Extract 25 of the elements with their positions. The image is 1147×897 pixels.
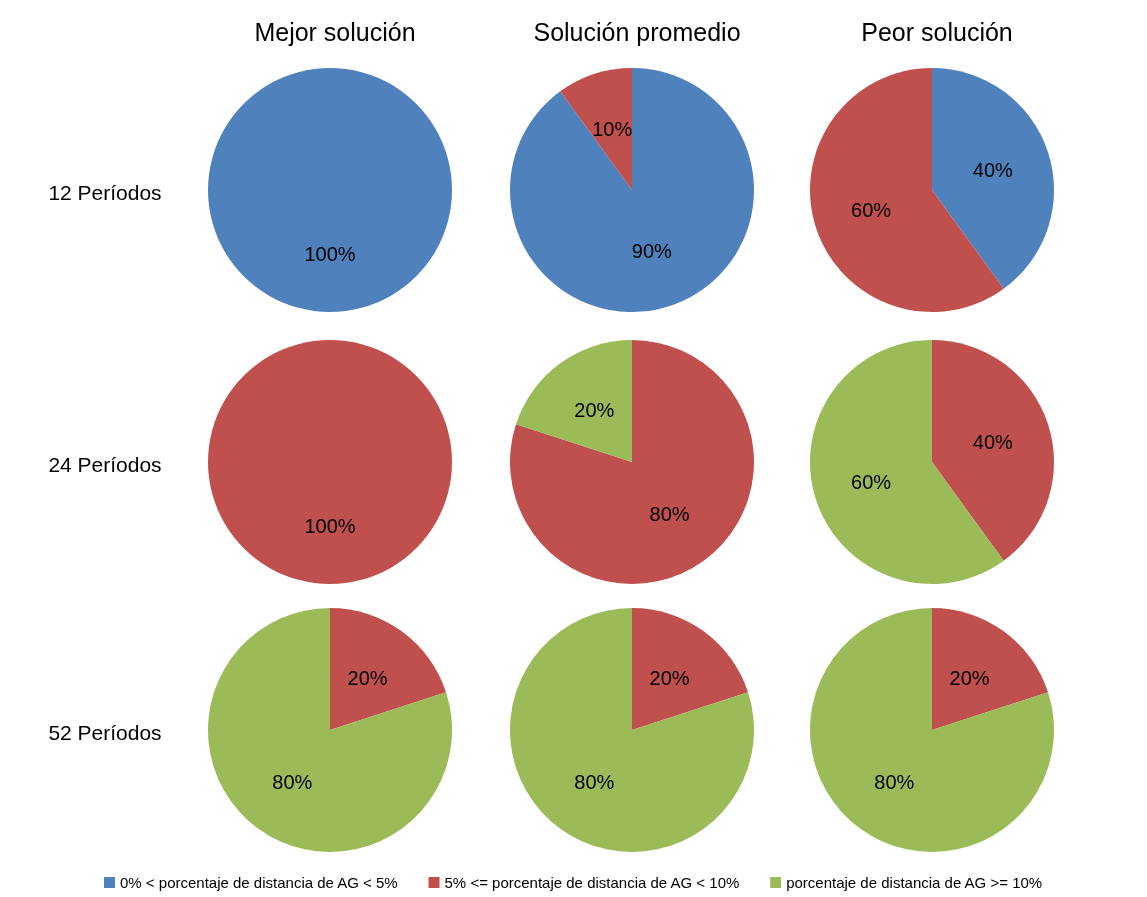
data-label: 20% (949, 667, 990, 690)
data-label: 80% (574, 770, 615, 793)
chart-title: Peor solución (861, 17, 1013, 46)
legend-label: porcentaje de distancia de AG >= 10% (786, 874, 1043, 891)
data-label: 60% (851, 470, 892, 493)
data-label: 80% (272, 770, 313, 793)
legend-label: 0% < porcentaje de distancia de AG < 5% (120, 874, 398, 891)
data-label: 40% (972, 159, 1014, 182)
text: 52 Períodos (48, 721, 162, 744)
data-label: 60% (851, 198, 892, 221)
data-label: 10% (592, 118, 633, 141)
data-label: 80% (874, 770, 915, 793)
data-label: 20% (649, 667, 690, 690)
text: 24 Períodos (48, 453, 162, 476)
text: 12 Períodos (48, 181, 162, 204)
data-label: 40% (972, 431, 1014, 454)
data-label: 20% (347, 667, 388, 690)
data-label: 20% (574, 399, 615, 422)
chart-title: Solución promedio (533, 17, 741, 46)
data-label: 100% (304, 515, 356, 537)
data-label: 80% (649, 502, 690, 525)
data-label: 90% (631, 239, 673, 262)
data-label: 100% (304, 243, 356, 265)
chart-title: Mejor solución (254, 17, 416, 46)
legend-label: 5% <= porcentaje de distancia de AG < 10% (444, 874, 740, 891)
